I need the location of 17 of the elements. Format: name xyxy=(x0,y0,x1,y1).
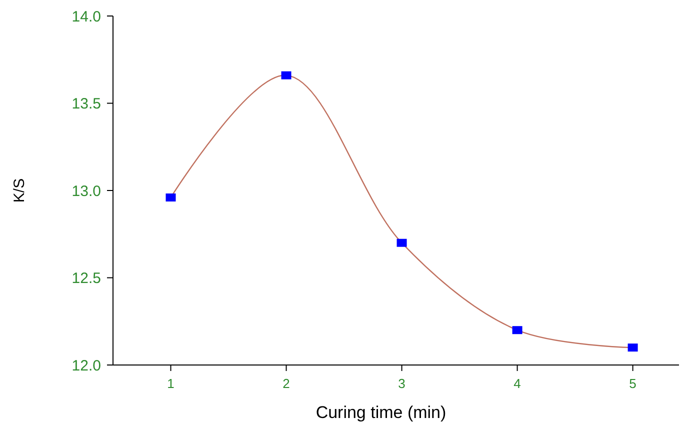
y-tick-label: 14.0 xyxy=(72,8,101,26)
y-tick-label: 12.5 xyxy=(72,270,101,287)
x-tick-label: 4 xyxy=(514,376,521,391)
x-tick-label: 3 xyxy=(398,376,406,391)
point xyxy=(396,238,407,247)
point xyxy=(628,344,638,352)
y-axis-title: K/S xyxy=(11,178,28,203)
point xyxy=(281,71,292,80)
x-tick-label: 1 xyxy=(167,376,174,391)
y-tick-label: 12.0 xyxy=(72,357,101,374)
point xyxy=(166,193,176,202)
y-tick-label: 13.5 xyxy=(72,96,101,112)
x-tick-label: 5 xyxy=(629,376,636,391)
point xyxy=(512,326,522,334)
y-tick-label: 13.0 xyxy=(72,182,101,200)
x-tick-label: 2 xyxy=(282,376,290,391)
x-axis-title: Curing time (min) xyxy=(316,403,446,422)
